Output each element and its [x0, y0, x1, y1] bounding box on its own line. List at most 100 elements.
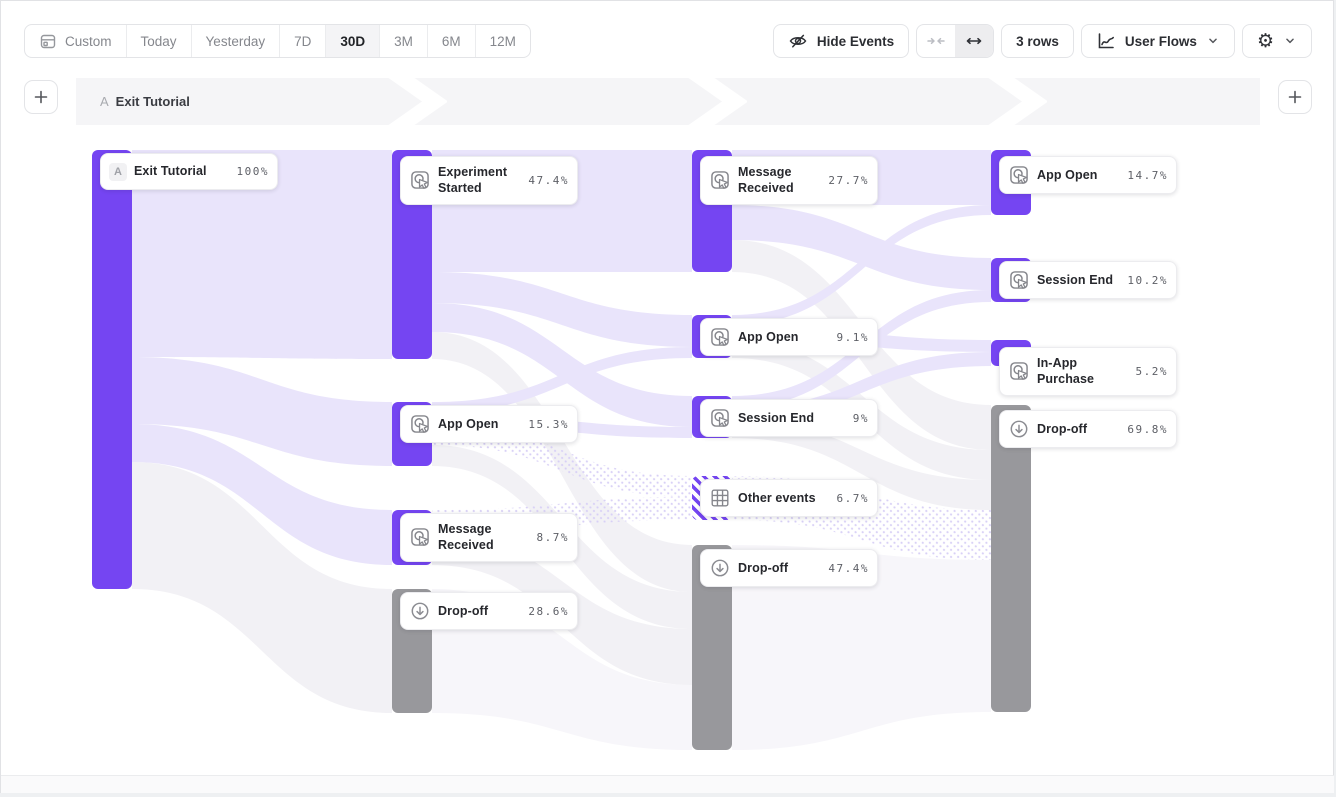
date-range-custom[interactable]: Custom [25, 25, 127, 57]
node-label: Drop-off [438, 603, 489, 618]
chevron-down-icon [1206, 34, 1220, 48]
node-card-drop3[interactable]: Drop-off 47.4% [700, 549, 878, 587]
date-range-yesterday[interactable]: Yesterday [192, 25, 281, 57]
node-percent: 47.4% [828, 561, 869, 575]
node-percent: 27.7% [828, 173, 869, 187]
grid-icon [709, 487, 731, 509]
node-card-app3[interactable]: App Open 9.1% [700, 318, 878, 356]
plus-icon [1287, 89, 1303, 105]
event-cursor-icon [409, 526, 431, 548]
node-percent: 100% [236, 165, 269, 178]
event-cursor-icon [709, 326, 731, 348]
flow-exit-to-app2[interactable] [132, 357, 392, 466]
step-band: A Exit Tutorial [76, 78, 1260, 125]
node-card-drop4[interactable]: Drop-off 69.8% [999, 410, 1177, 448]
arrow-down-circle-icon [709, 557, 731, 579]
node-label: Other events [738, 490, 816, 505]
date-range-7d[interactable]: 7D [280, 25, 327, 57]
flow-exp-to-app3[interactable] [432, 272, 692, 347]
date-range-today[interactable]: Today [127, 25, 192, 57]
date-range-12m[interactable]: 12M [476, 25, 530, 57]
node-card-exp[interactable]: Experiment Started 47.4% [400, 156, 578, 205]
node-percent: 9% [852, 411, 869, 425]
eye-off-icon [788, 31, 808, 51]
view-label: User Flows [1124, 33, 1197, 49]
node-card-other3[interactable]: Other events 6.7% [700, 479, 878, 517]
step-prefix: A [100, 94, 109, 109]
node-label: Message Received [438, 522, 494, 553]
collapse-columns-button[interactable] [917, 25, 955, 57]
date-range-label: Yesterday [205, 33, 266, 49]
node-card-drop2[interactable]: Drop-off 28.6% [400, 592, 578, 630]
node-label: In-App Purchase [1037, 356, 1095, 387]
toolbar-right: Hide Events 3 rows [772, 24, 1312, 58]
rows-label: 3 rows [1016, 33, 1059, 49]
arrows-collapse-icon [925, 30, 947, 52]
node-card-app4[interactable]: App Open 14.7% [999, 156, 1177, 194]
node-percent: 47.4% [528, 173, 569, 187]
node-label: Drop-off [738, 560, 789, 575]
node-bar-exit[interactable] [92, 150, 132, 589]
arrow-down-circle-icon [1008, 418, 1030, 440]
node-label: Exit Tutorial [134, 164, 207, 179]
flow-exp-to-sess3[interactable] [432, 303, 692, 427]
step-letter-badge: A [109, 162, 127, 181]
node-label: Session End [1037, 272, 1114, 287]
node-label: App Open [1037, 167, 1098, 182]
node-percent: 14.7% [1127, 168, 1168, 182]
chevron-down-icon [1283, 34, 1297, 48]
date-range-label: 3M [394, 33, 413, 49]
node-card-msg2[interactable]: Message Received 8.7% [400, 513, 578, 562]
toolbar: Custom Today Yesterday 7D 30D 3M 6M 12M Hide Ev… [24, 24, 1312, 58]
flow-drop3-to-drop4[interactable] [732, 545, 991, 750]
view-selector-button[interactable]: User Flows [1080, 24, 1235, 58]
flow-exit-to-drop2[interactable] [132, 462, 392, 713]
step-cell-exit-tutorial[interactable]: A Exit Tutorial [100, 78, 190, 125]
event-cursor-icon [709, 169, 731, 191]
flow-msg3-to-sess4[interactable] [732, 205, 991, 290]
collapse-expand-control [916, 24, 995, 58]
expand-columns-button[interactable] [955, 25, 994, 57]
node-card-sess3[interactable]: Session End 9% [700, 399, 878, 437]
node-percent: 8.7% [536, 530, 569, 544]
node-card-app2[interactable]: App Open 15.3% [400, 405, 578, 443]
flow-exit-to-msg2[interactable] [132, 424, 392, 565]
step-separator-chevron [388, 78, 447, 125]
rows-button[interactable]: 3 rows [1001, 24, 1074, 58]
gear-icon: ⚙ [1256, 29, 1274, 52]
node-card-msg3[interactable]: Message Received 27.7% [700, 156, 878, 205]
flow-sess3-to-drop4[interactable] [732, 420, 991, 510]
node-percent: 10.2% [1127, 273, 1168, 287]
event-cursor-icon [709, 407, 731, 429]
node-card-sess4[interactable]: Session End 10.2% [999, 261, 1177, 299]
event-cursor-icon [409, 169, 431, 191]
date-range-label: 6M [441, 33, 461, 49]
flow-app3-to-app4[interactable] [732, 205, 991, 325]
node-percent: 28.6% [528, 604, 569, 618]
date-range-control: Custom Today Yesterday 7D 30D 3M 6M 12M [24, 24, 531, 58]
node-label: Drop-off [1037, 421, 1088, 436]
date-range-label: 7D [294, 33, 312, 49]
add-step-before-button[interactable] [24, 80, 58, 114]
flow-chart-icon [1096, 31, 1116, 51]
hide-events-label: Hide Events [816, 33, 895, 49]
event-cursor-icon [1008, 269, 1030, 291]
settings-button[interactable]: ⚙ [1241, 24, 1312, 58]
flow-exit-to-exp[interactable] [132, 150, 392, 359]
plus-icon [33, 89, 49, 105]
node-bar-drop4[interactable] [991, 405, 1031, 712]
node-label: Session End [738, 410, 815, 425]
flow-app2-to-app3[interactable] [432, 347, 692, 413]
date-range-30d[interactable]: 30D [326, 25, 381, 57]
hide-events-button[interactable]: Hide Events [772, 24, 910, 58]
date-range-3m[interactable]: 3M [380, 25, 428, 57]
bottom-scrollbar-track[interactable] [1, 775, 1334, 793]
date-range-6m[interactable]: 6M [428, 25, 476, 57]
calendar-icon [39, 32, 57, 50]
node-card-inapp4[interactable]: In-App Purchase 5.2% [999, 347, 1177, 396]
node-label: App Open [438, 416, 499, 431]
node-percent: 69.8% [1127, 422, 1168, 436]
add-step-after-button[interactable] [1278, 80, 1312, 114]
node-card-exit[interactable]: A Exit Tutorial 100% [100, 153, 278, 190]
node-label: Message Received [738, 165, 794, 196]
